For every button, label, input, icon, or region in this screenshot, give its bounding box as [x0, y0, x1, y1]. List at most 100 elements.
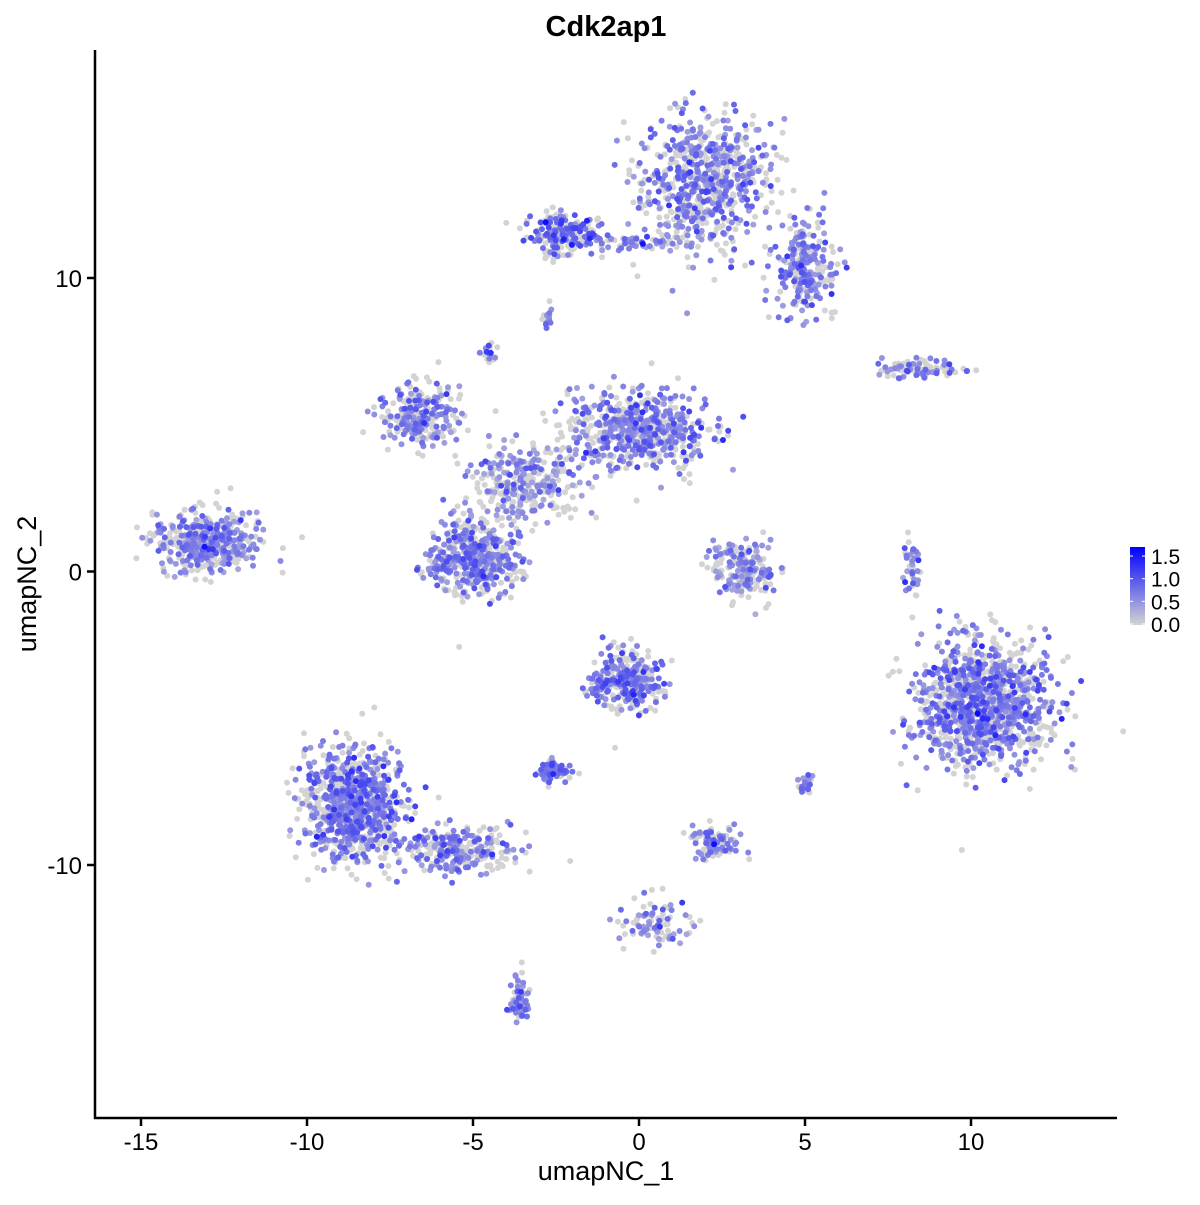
cell-point	[250, 562, 256, 569]
cell-point	[749, 147, 755, 154]
cell-point	[169, 523, 176, 530]
cell-point	[501, 445, 508, 452]
cell-point	[630, 199, 637, 206]
cell-point	[478, 515, 485, 522]
cell-point	[828, 315, 835, 322]
cell-point	[508, 544, 514, 551]
cell-point	[659, 885, 666, 892]
cell-point	[561, 468, 568, 475]
cell-point	[626, 171, 633, 178]
cell-point	[627, 705, 634, 712]
cell-point	[750, 112, 757, 119]
cell-point	[647, 705, 654, 711]
cell-point	[831, 309, 838, 315]
cell-point	[304, 876, 311, 883]
cell-point	[661, 693, 668, 700]
cell-point	[641, 226, 648, 233]
cell-point	[714, 161, 721, 168]
cell-point	[321, 867, 327, 873]
cell-point	[540, 410, 546, 417]
cell-point	[380, 838, 387, 845]
cell-point	[554, 436, 561, 443]
cell-point	[592, 474, 599, 480]
cell-point	[787, 225, 794, 232]
cell-point	[494, 865, 501, 871]
cell-point	[526, 494, 533, 501]
cell-point	[476, 827, 483, 834]
cell-point	[1035, 714, 1042, 721]
cell-point	[941, 361, 948, 368]
cell-point	[526, 843, 533, 850]
cell-point	[630, 919, 637, 926]
cell-point	[610, 373, 617, 380]
cell-point	[896, 668, 903, 675]
cell-point	[763, 287, 770, 294]
cell-point	[253, 509, 260, 516]
cell-point	[655, 228, 662, 235]
cell-point	[821, 189, 828, 196]
cell-point	[490, 527, 497, 534]
cell-point	[749, 121, 756, 128]
cell-point	[530, 469, 537, 476]
chart-title: Cdk2ap1	[546, 11, 667, 43]
cell-point	[621, 931, 628, 938]
cell-point	[172, 560, 179, 567]
cell-point	[1042, 699, 1049, 706]
cell-point	[579, 395, 586, 402]
cell-point	[173, 534, 180, 541]
cell-point	[490, 460, 497, 467]
cell-point	[441, 439, 448, 446]
cell-point	[227, 485, 234, 492]
cell-point	[1021, 728, 1028, 735]
cell-point	[462, 499, 469, 506]
cell-point	[713, 241, 720, 248]
cell-point	[360, 429, 367, 436]
cell-point	[606, 462, 612, 469]
cell-point	[466, 507, 473, 514]
cell-point	[381, 870, 388, 876]
cell-point	[522, 829, 529, 836]
cell-point	[532, 521, 539, 528]
cell-point	[470, 523, 477, 530]
cell-point	[246, 509, 253, 516]
cell-point	[822, 283, 829, 290]
cell-point	[634, 273, 641, 280]
cell-point	[790, 187, 797, 194]
cell-point	[954, 761, 961, 768]
cell-point	[474, 480, 481, 487]
cell-point	[441, 521, 448, 528]
cell-point	[724, 117, 731, 124]
cell-point	[927, 355, 934, 362]
cell-point	[711, 276, 718, 283]
cell-point	[239, 510, 246, 517]
cell-point	[734, 587, 741, 594]
cell-point	[641, 145, 648, 152]
cell-point	[348, 871, 355, 878]
cell-point	[683, 931, 690, 938]
cell-point	[520, 576, 527, 583]
cell-point	[684, 310, 691, 317]
cell-point	[454, 460, 461, 467]
cell-point	[412, 843, 419, 850]
cell-point	[705, 426, 712, 433]
cell-point	[488, 845, 495, 852]
cell-point	[777, 288, 784, 295]
cell-point	[320, 752, 327, 759]
cell-point	[512, 859, 519, 866]
cell-point	[1027, 624, 1034, 631]
cell-point	[203, 562, 210, 569]
cell-point	[713, 225, 720, 232]
cell-point	[719, 222, 726, 229]
cell-point	[503, 219, 510, 226]
cell-point	[390, 400, 397, 407]
cell-point	[364, 408, 371, 415]
cell-point	[679, 223, 686, 230]
cell-point	[821, 307, 828, 314]
cell-point	[391, 821, 398, 828]
cell-point	[531, 456, 538, 463]
cell-point	[563, 456, 569, 463]
cell-point	[207, 578, 214, 585]
cell-point	[398, 441, 405, 448]
cell-point	[684, 413, 690, 420]
cell-point	[643, 417, 650, 424]
